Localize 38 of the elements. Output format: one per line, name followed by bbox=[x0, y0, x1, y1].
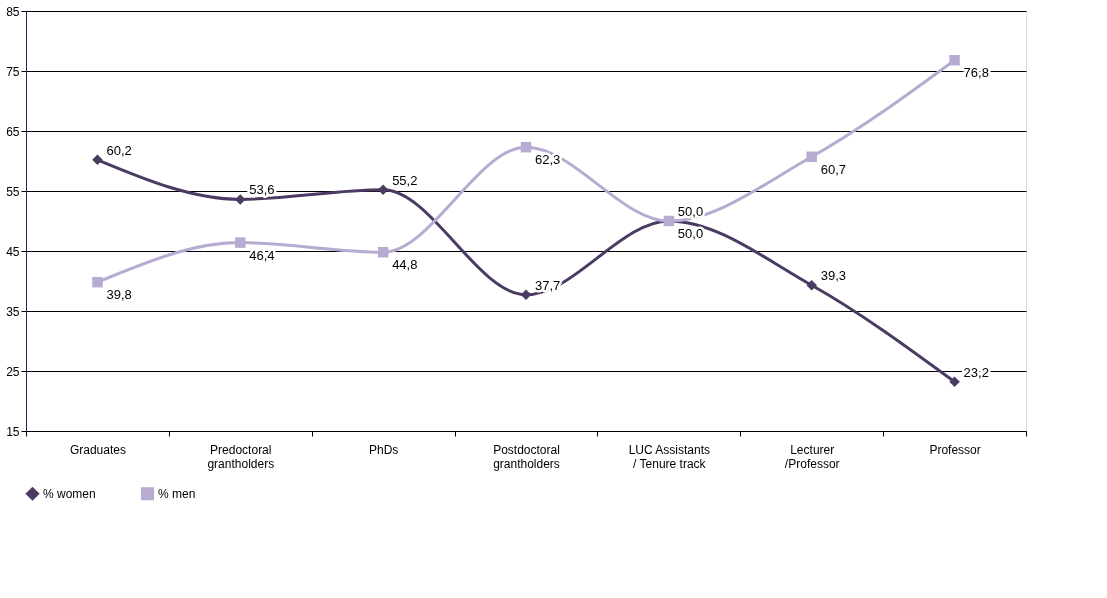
point bbox=[806, 151, 817, 163]
data-label: 50,0 bbox=[677, 204, 704, 219]
point bbox=[806, 279, 817, 291]
point bbox=[92, 154, 103, 166]
y-tick-label: 75 bbox=[6, 64, 20, 79]
data-label: 39,3 bbox=[820, 268, 847, 284]
data-label: 62,3 bbox=[535, 152, 561, 168]
data-label: 55,2 bbox=[392, 172, 418, 188]
y-tick-label: 45 bbox=[6, 244, 20, 259]
data-label: 39,8 bbox=[106, 287, 132, 303]
point bbox=[235, 237, 246, 248]
y-tick-label: 65 bbox=[6, 124, 20, 139]
data-label: 60,2 bbox=[106, 142, 132, 158]
y-tick-label: 55 bbox=[6, 184, 20, 199]
point bbox=[949, 376, 960, 388]
legend-label: % men bbox=[158, 486, 196, 501]
data-label: 50,0 bbox=[677, 226, 704, 241]
data-label: 44,8 bbox=[392, 257, 418, 273]
x-tick-label: Postdoctoral grantholders bbox=[493, 442, 560, 471]
x-tick-label: PhDs bbox=[368, 442, 399, 457]
y-tick-label: 25 bbox=[6, 364, 20, 379]
x-tick-label: Lecturer /Professor bbox=[784, 442, 840, 471]
x-tick-label: Professor bbox=[929, 442, 981, 457]
point bbox=[92, 276, 103, 288]
point bbox=[949, 54, 960, 66]
data-label: 46,4 bbox=[249, 247, 275, 263]
legend-label: % women bbox=[43, 486, 96, 501]
point bbox=[235, 194, 246, 205]
data-label: 60,7 bbox=[820, 161, 847, 177]
x-tick-label: Graduates bbox=[69, 442, 126, 457]
y-tick-label: 35 bbox=[6, 304, 20, 319]
point bbox=[520, 141, 532, 153]
y-tick-label: 85 bbox=[6, 4, 20, 19]
x-tick-label: LUC Assistants / Tenure track bbox=[628, 442, 711, 471]
data-label: 37,7 bbox=[535, 277, 561, 293]
x-tick-label: Predoctoral grantholders bbox=[207, 442, 275, 471]
y-tick-label: 15 bbox=[6, 424, 20, 439]
point bbox=[377, 246, 389, 258]
